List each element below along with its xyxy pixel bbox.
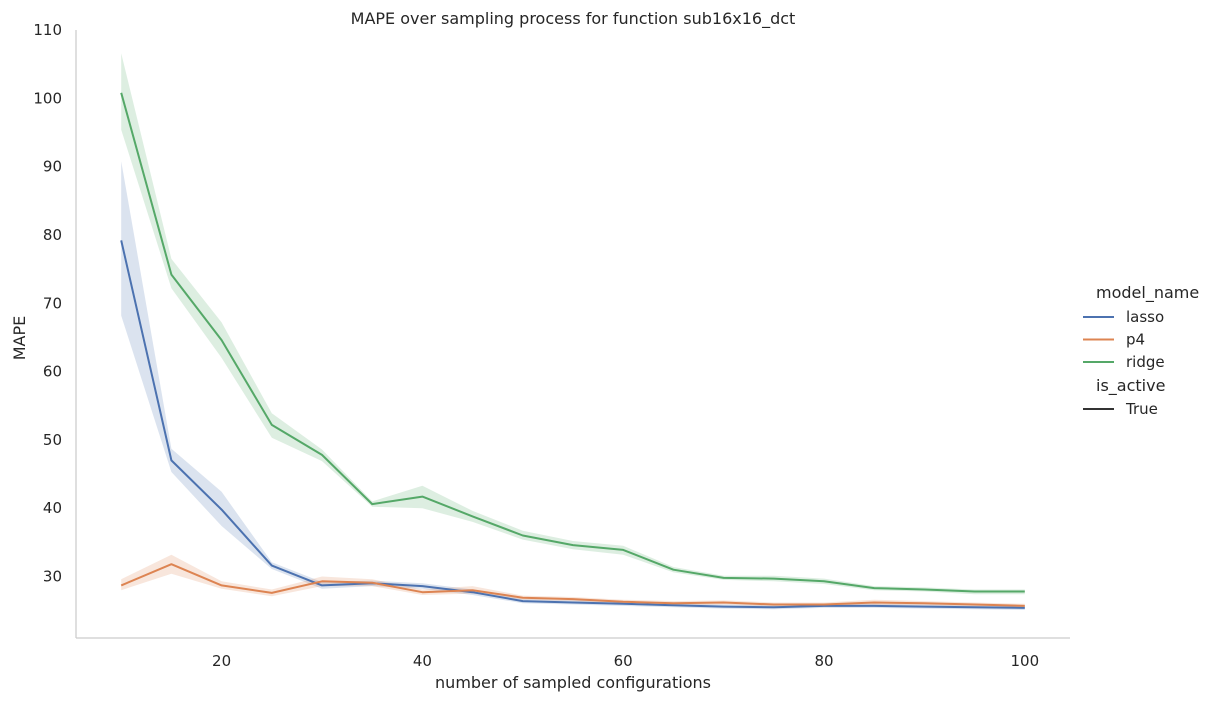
y-tick-label: 70 <box>43 294 62 312</box>
x-tick-label: 80 <box>814 652 833 670</box>
x-tick-label: 100 <box>1010 652 1039 670</box>
legend-label-lasso: lasso <box>1126 308 1164 326</box>
y-tick-label: 40 <box>43 499 62 517</box>
y-tick-labels: 30 40 50 60 70 80 90 100 110 <box>33 21 62 586</box>
y-tick-label: 50 <box>43 431 62 449</box>
line-lasso <box>120 240 1025 609</box>
legend-style-entries: True <box>1083 400 1158 418</box>
legend-style-label: True <box>1125 400 1158 418</box>
y-tick-label: 30 <box>43 568 62 586</box>
x-tick-labels: 20 40 60 80 100 <box>212 652 1039 670</box>
y-axis-label: MAPE <box>10 316 29 361</box>
y-tick-label: 90 <box>43 158 62 176</box>
line-ridge <box>120 92 1025 593</box>
x-tick-label: 60 <box>614 652 633 670</box>
legend-label-p4: p4 <box>1126 331 1145 349</box>
y-tick-label: 100 <box>33 89 62 107</box>
band-ridge <box>121 53 1025 595</box>
chart-title: MAPE over sampling process for function … <box>351 9 796 29</box>
y-tick-label: 60 <box>43 363 62 381</box>
confidence-bands <box>121 53 1025 610</box>
y-tick-label: 110 <box>33 21 62 39</box>
line-p4 <box>120 563 1025 607</box>
legend-label-ridge: ridge <box>1126 353 1165 371</box>
x-axis-label: number of sampled configurations <box>435 673 711 692</box>
legend-style-title: is_active <box>1096 376 1165 396</box>
x-tick-label: 40 <box>413 652 432 670</box>
legend: model_name lasso p4 ridge is_active True <box>1083 283 1199 418</box>
legend-entries: lasso p4 ridge <box>1083 308 1165 371</box>
legend-hue-title: model_name <box>1096 283 1199 303</box>
x-tick-label: 20 <box>212 652 231 670</box>
y-tick-label: 80 <box>43 226 62 244</box>
series-lines <box>120 92 1025 609</box>
